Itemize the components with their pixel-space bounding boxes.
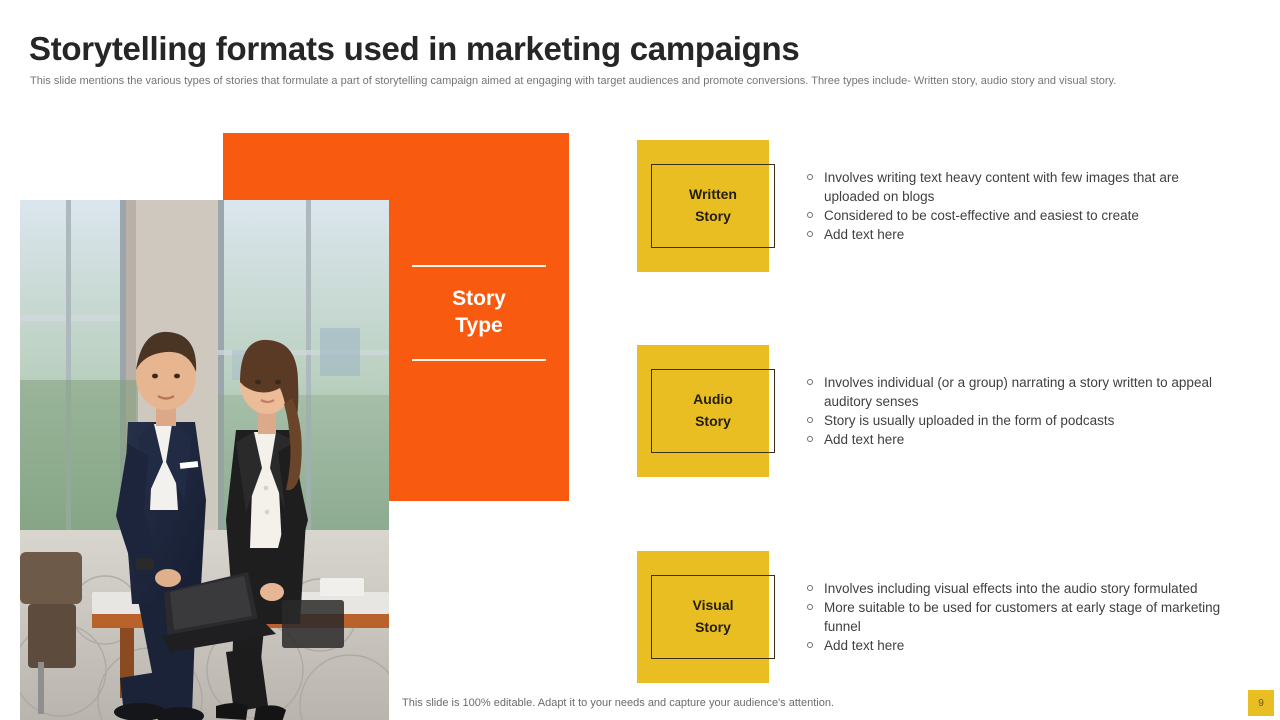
badge-outline: Visual Story bbox=[651, 575, 775, 659]
bullet-list-audio: Involves individual (or a group) narrati… bbox=[803, 373, 1233, 450]
story-type-card: Story Type bbox=[389, 255, 569, 365]
divider-top bbox=[412, 265, 546, 267]
page-title: Storytelling formats used in marketing c… bbox=[29, 30, 800, 67]
badge-label: Visual Story bbox=[693, 595, 734, 638]
badge-outline: Audio Story bbox=[651, 369, 775, 453]
story-type-label: Story Type bbox=[452, 286, 506, 340]
bullet-list-visual: Involves including visual effects into t… bbox=[803, 579, 1233, 656]
office-photo-graphic bbox=[20, 200, 389, 720]
laptop bbox=[162, 572, 276, 652]
badge-label: Audio Story bbox=[693, 389, 733, 432]
bullet-list-written: Involves writing text heavy content with… bbox=[803, 168, 1233, 245]
badge-label-line1: Visual bbox=[692, 597, 734, 614]
badge-outline: Written Story bbox=[651, 164, 775, 248]
badge-audio-story[interactable]: Audio Story bbox=[637, 345, 783, 477]
badge-written-story[interactable]: Written Story bbox=[637, 140, 783, 272]
list-item: Story is usually uploaded in the form of… bbox=[803, 411, 1233, 430]
person-male bbox=[114, 331, 206, 720]
badge-label-line2: Story bbox=[695, 208, 731, 224]
badge-label-line1: Written bbox=[689, 186, 737, 203]
story-type-line1: Story bbox=[452, 287, 506, 311]
list-item: Involves writing text heavy content with… bbox=[803, 168, 1233, 206]
badge-label-line1: Audio bbox=[693, 391, 733, 408]
person-female bbox=[216, 339, 308, 720]
list-item: Considered to be cost-effective and easi… bbox=[803, 206, 1233, 225]
story-type-line2: Type bbox=[455, 314, 503, 337]
badge-label-line2: Story bbox=[695, 413, 731, 429]
page-subtitle: This slide mentions the various types of… bbox=[30, 75, 1117, 87]
badge-visual-story[interactable]: Visual Story bbox=[637, 551, 783, 683]
badge-label-line2: Story bbox=[695, 619, 731, 635]
badge-fill bbox=[637, 345, 769, 477]
divider-bottom bbox=[412, 359, 546, 361]
footer-note: This slide is 100% editable. Adapt it to… bbox=[402, 697, 834, 709]
page-number-badge: 9 bbox=[1248, 690, 1274, 716]
list-item: Add text here bbox=[803, 636, 1233, 655]
list-item-continuation: auditory senses bbox=[824, 394, 919, 410]
office-photo bbox=[20, 200, 389, 720]
list-item: Add text here bbox=[803, 430, 1233, 449]
badge-fill bbox=[637, 551, 769, 683]
badge-fill bbox=[637, 140, 769, 272]
badge-label: Written Story bbox=[689, 184, 737, 227]
list-item: Involves individual (or a group) narrati… bbox=[803, 373, 1233, 392]
list-item: More suitable to be used for customers a… bbox=[803, 598, 1233, 636]
list-item: Involves including visual effects into t… bbox=[803, 579, 1233, 598]
list-item: Add text here bbox=[803, 225, 1233, 244]
